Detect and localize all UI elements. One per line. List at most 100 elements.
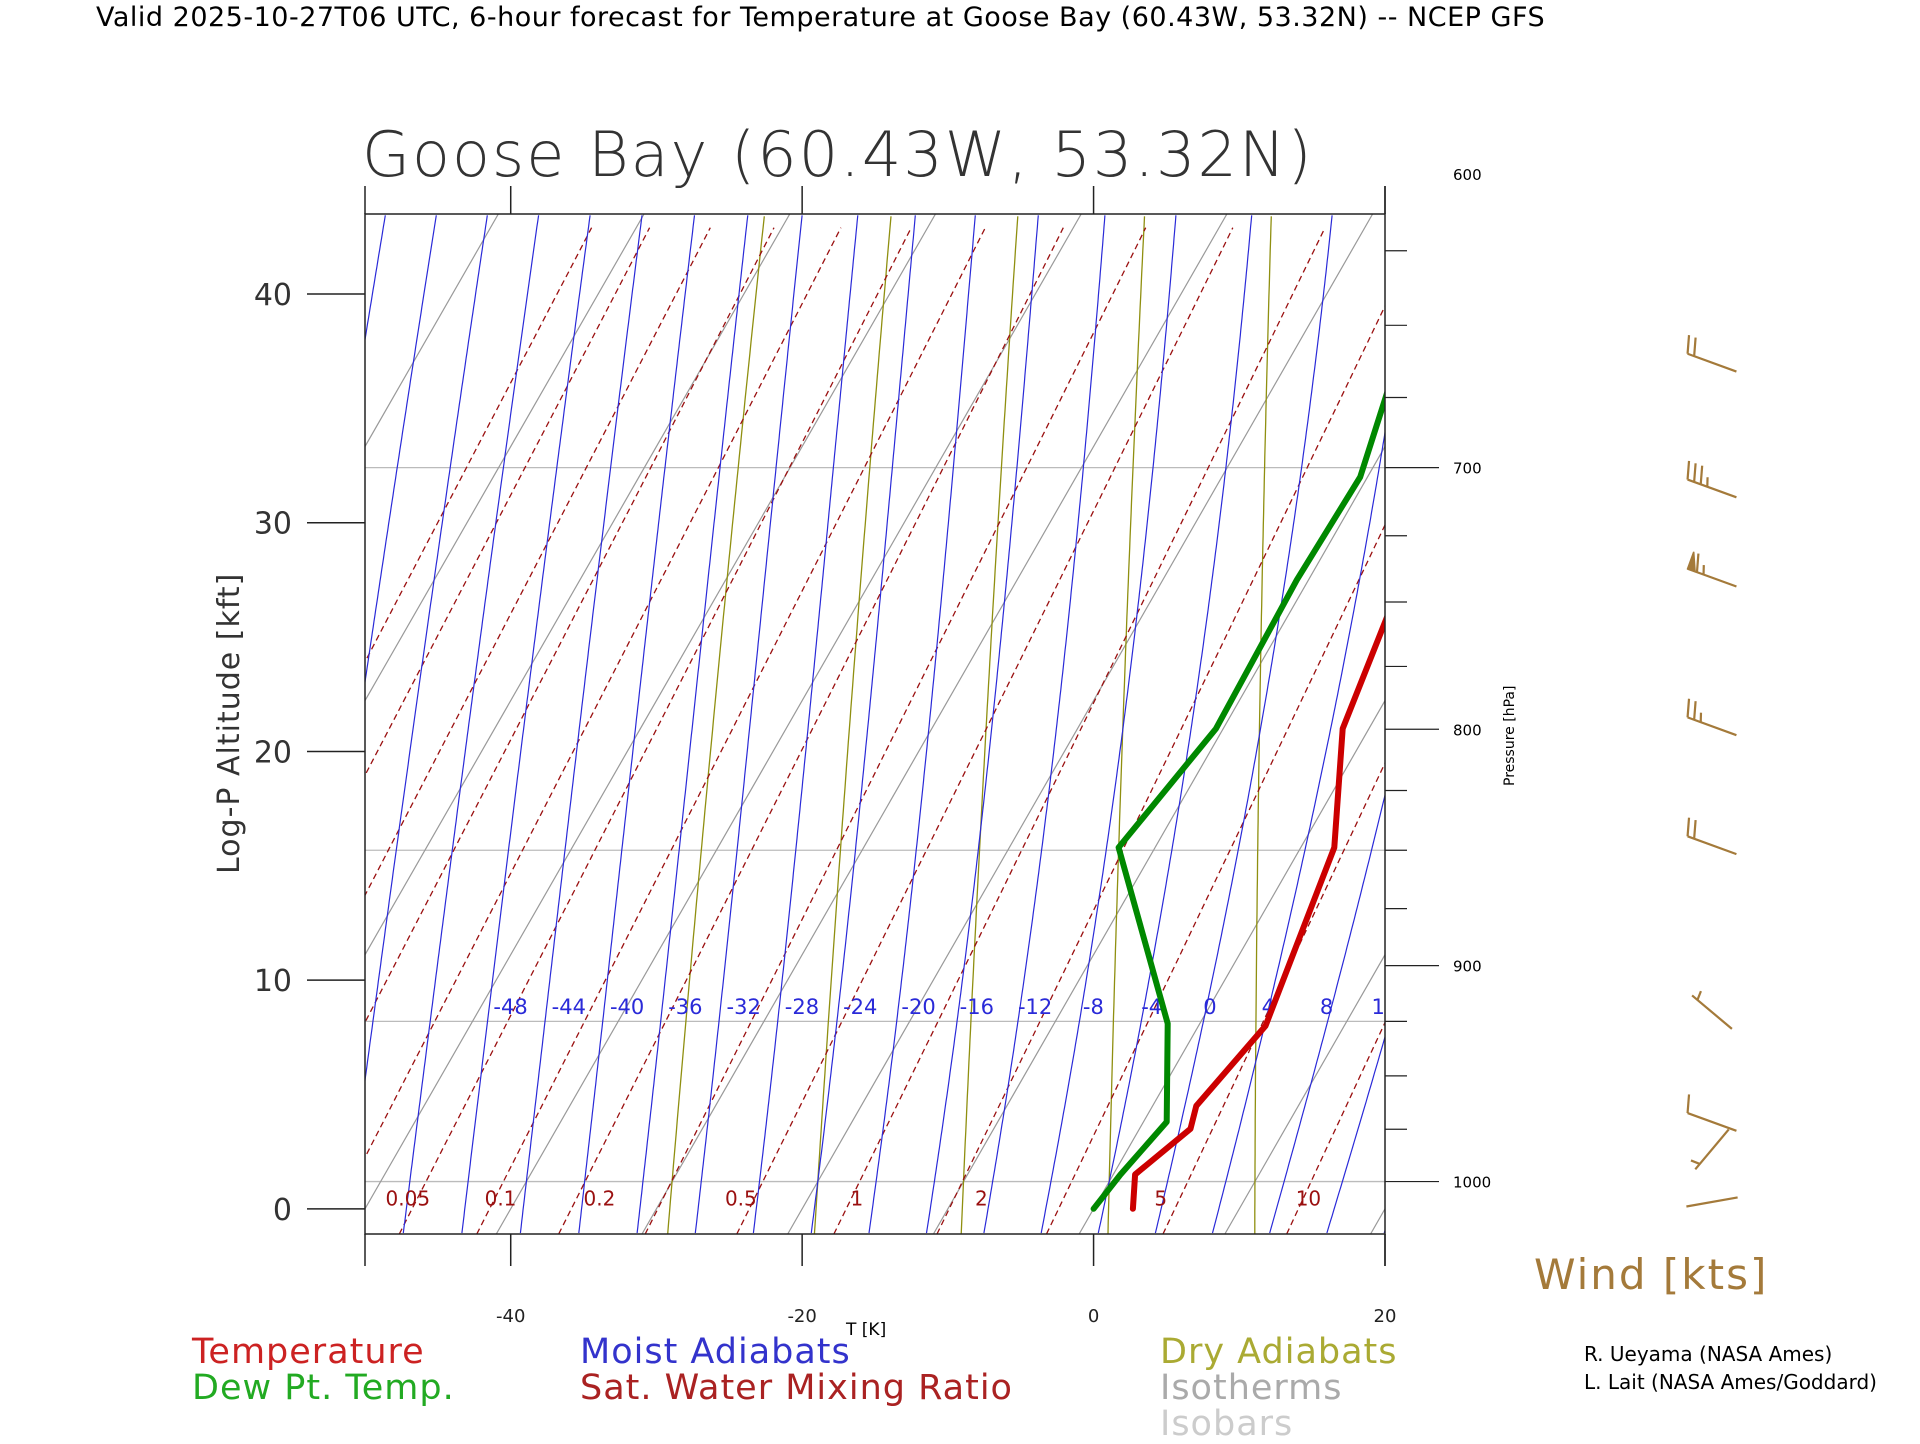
mixing-ratio-line [1700,228,1920,1234]
wind-barb [1688,818,1737,854]
legend-dewpoint: Dew Pt. Temp. [192,1368,455,1408]
wind-label: Wind [kts] [1534,1250,1768,1299]
isotherm-line [59,214,644,1234]
mixing-ratio-label: 1 [850,1186,863,1210]
pressure-label: 800 [1453,721,1482,739]
moist-adiabat-line [1041,215,1176,1233]
moist-adiabat-label: 8 [1320,995,1333,1019]
wind-barb [1688,552,1737,587]
y-axis-label: Log-P Altitude [kft] [212,573,247,874]
isotherm-line [0,214,498,1234]
pressure-label: 600 [1453,166,1482,184]
moist-adiabat-line [462,215,590,1233]
moist-adiabat-label: -44 [552,995,586,1019]
y-tick-label: 40 [254,278,292,313]
legend-isotherms: Isotherms [1160,1368,1343,1408]
moist-adiabat-line [345,215,488,1233]
x-axis-label: T [K] [846,1320,886,1340]
legend-dry-adiabats: Dry Adiabats [1160,1332,1398,1372]
mixing-ratio-line [1556,228,1920,1234]
wind-barbs [1686,335,1737,1206]
dry-adiabat-line [1778,216,1842,1234]
isotherm-line [1662,214,1920,1234]
moist-adiabat-label: -20 [901,995,935,1019]
isotherm-line [788,214,1373,1234]
mixing-ratio-label: 0.2 [584,1186,616,1210]
moist-adiabat-label: -16 [960,995,994,1019]
moist-adiabat-label: -48 [493,995,527,1019]
mixing-ratio-line [477,228,986,1234]
moist-adiabat-line [637,215,748,1233]
mixing-ratio-line [66,228,592,1234]
y-tick-label: 10 [254,964,292,999]
mixing-ratio-label: 2 [975,1186,988,1210]
moist-adiabat-line [520,215,642,1233]
wind-barb [1686,1197,1737,1206]
dewpoint-profile [1094,225,1505,1208]
x-tick-label: 0 [1088,1306,1099,1327]
x-tick-label: 20 [1374,1306,1397,1327]
moist-adiabat-line [869,215,975,1233]
isotherm-line [933,214,1518,1234]
moist-adiabat-label: 16 [1430,995,1457,1019]
y-tick-label: 20 [254,735,292,770]
mixing-ratio-line [1418,228,1876,1234]
pressure-axis-label: Pressure [hPa] [1502,686,1518,786]
x-tick-label: -20 [787,1306,816,1327]
moist-adiabat-label: -8 [1083,995,1104,1019]
isotherm-line [496,214,1081,1234]
wind-barb [1688,699,1737,735]
credit-line-1: R. Ueyama (NASA Ames) [1584,1342,1832,1366]
isotherm-line [0,214,207,1234]
wind-barb [1691,1129,1729,1169]
isotherm-line [642,214,1227,1234]
wind-barb [1688,335,1737,371]
credit-line-2: L. Lait (NASA Ames/Goddard) [1584,1370,1877,1394]
moist-adiabat-label: -28 [785,995,819,1019]
legend-moist-adiabats: Moist Adiabats [580,1332,851,1372]
wind-barb [1688,461,1737,497]
profiles [1094,225,1869,1208]
x-tick-label: -40 [496,1306,525,1327]
mixing-ratio-line [1163,228,1636,1234]
moist-adiabat-line [1384,215,1676,1233]
moist-adiabat-line [811,215,915,1233]
mixing-ratio-line [1848,228,1920,1234]
mixing-ratio-line [256,228,774,1234]
dry-adiabat-line [1108,216,1145,1234]
pressure-label: 700 [1453,460,1482,478]
moist-adiabat-label: -40 [610,995,644,1019]
wind-barb [1692,991,1732,1029]
legend-temperature: Temperature [192,1332,425,1372]
axes-frame [307,186,1439,1266]
mixing-ratio-label: 0.1 [485,1186,517,1210]
dry-adiabat-line [1396,216,1402,1234]
dry-adiabat-line [1255,216,1272,1234]
legend-isobars: Isobars [1160,1404,1293,1444]
temperature-profile [1133,225,1869,1208]
mixing-ratio-line [1287,228,1753,1234]
moist-adiabat-line [1155,215,1332,1233]
mixing-ratio-line [399,228,911,1234]
mixing-ratio-line [937,228,1423,1234]
mixing-ratio-line [126,228,650,1234]
mixing-ratio-label: 10 [1296,1186,1321,1210]
dry-adiabat-line [1525,216,1549,1234]
y-tick-label: 30 [254,507,292,542]
dry-adiabat-line [814,216,891,1234]
dry-adiabat-line [1652,216,1696,1234]
mixing-ratio-line [645,228,1145,1234]
moist-adiabat-line [227,215,385,1233]
y-tick-label: 0 [273,1193,292,1228]
moist-adiabat-line [984,215,1105,1233]
mixing-ratio-line [834,228,1325,1234]
mixing-ratio-label: 0.05 [386,1186,431,1210]
mixing-ratio-line [189,228,710,1234]
moist-adiabat-line [1442,215,1759,1233]
moist-adiabat-label: -12 [1018,995,1052,1019]
axis-labels: -40-200200102030401000900800700600500400… [254,0,1491,1327]
moist-adiabat-label: 0 [1203,995,1216,1019]
